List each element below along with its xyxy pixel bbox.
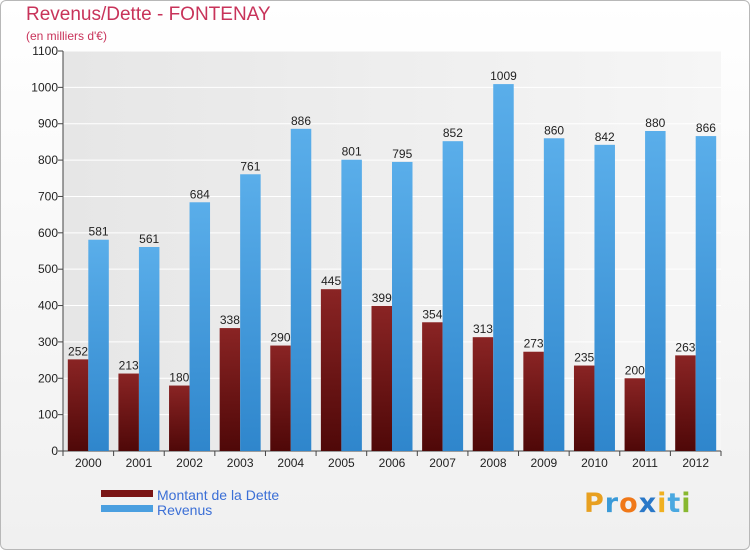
data-label-revenus: 880 — [645, 116, 665, 130]
data-label-dette: 252 — [68, 344, 88, 358]
bar-dette — [422, 322, 443, 451]
data-label-dette: 273 — [524, 337, 544, 351]
x-tick-label: 2001 — [126, 456, 153, 470]
bar-revenus — [645, 131, 666, 451]
data-label-dette: 354 — [422, 307, 442, 321]
bar-revenus — [240, 174, 261, 452]
x-tick-label: 2009 — [530, 456, 557, 470]
y-tick-label: 600 — [38, 226, 58, 240]
data-label-revenus: 852 — [443, 126, 463, 140]
y-tick-label: 1000 — [31, 80, 58, 94]
x-tick-label: 2008 — [480, 456, 507, 470]
bar-revenus — [189, 202, 211, 451]
x-tick-label: 2003 — [227, 456, 254, 470]
data-label-dette: 338 — [220, 313, 240, 327]
x-tick-label: 2004 — [277, 456, 304, 470]
bar-dette — [270, 345, 291, 451]
legend-swatch-dette — [101, 490, 153, 497]
legend-swatch-revenus — [101, 505, 153, 512]
data-label-dette: 290 — [271, 331, 291, 345]
chart-subtitle: (en milliers d'€) — [26, 29, 107, 43]
x-tick-label: 2002 — [176, 456, 203, 470]
chart-title: Revenus/Dette - FONTENAY — [26, 4, 271, 25]
y-tick-label: 500 — [38, 262, 58, 276]
bar-revenus — [138, 247, 160, 451]
x-tick-label: 2000 — [75, 456, 102, 470]
y-tick-label: 100 — [38, 408, 58, 422]
bar-dette — [675, 355, 696, 451]
bar-revenus — [594, 144, 615, 451]
bar-revenus — [88, 239, 109, 451]
bar-dette — [219, 328, 241, 451]
y-tick-label: 900 — [38, 117, 58, 131]
x-tick-label: 2011 — [632, 456, 658, 470]
y-tick-label: 200 — [38, 371, 58, 385]
legend-item-dette: Montant de la Dette — [101, 487, 279, 503]
x-tick-label: 2012 — [682, 456, 709, 470]
x-tick-label: 2010 — [581, 456, 608, 470]
logo-letter: i — [681, 488, 692, 519]
bar-revenus — [543, 138, 565, 452]
bar-revenus — [290, 128, 312, 451]
bar-dette — [371, 305, 392, 451]
data-label-dette: 235 — [574, 351, 594, 365]
y-tick-label: 300 — [38, 335, 58, 349]
data-label-revenus: 801 — [342, 145, 362, 159]
bar-dette — [624, 378, 646, 451]
bar-revenus — [442, 141, 464, 451]
data-label-revenus: 761 — [240, 159, 260, 173]
bar-revenus — [341, 159, 362, 451]
x-tick-label: 2005 — [328, 456, 355, 470]
data-label-revenus: 886 — [291, 114, 311, 128]
logo-letter: x — [638, 488, 658, 519]
y-tick-label: 400 — [38, 299, 58, 313]
bar-revenus — [392, 161, 413, 451]
bar-dette — [573, 365, 595, 451]
data-label-revenus: 684 — [190, 187, 210, 201]
proxiti-logo: Proxiti — [584, 488, 692, 519]
data-label-dette: 200 — [625, 363, 645, 377]
legend-item-revenus: Revenus — [101, 502, 212, 518]
data-label-revenus: 860 — [544, 123, 564, 137]
bar-dette — [169, 385, 190, 451]
data-label-dette: 313 — [473, 322, 493, 336]
logo-letter: i — [657, 488, 668, 519]
y-tick-label: 0 — [51, 444, 58, 458]
y-tick-label: 1100 — [32, 44, 58, 58]
legend-label-revenus: Revenus — [157, 502, 213, 518]
data-label-dette: 445 — [321, 274, 341, 288]
x-tick-label: 2007 — [429, 456, 456, 470]
logo-letter: t — [667, 488, 682, 519]
legend-label-dette: Montant de la Dette — [157, 487, 280, 503]
bar-dette — [472, 337, 494, 451]
bar-dette — [67, 359, 89, 451]
data-label-revenus: 561 — [139, 232, 159, 246]
logo-letter: P — [584, 488, 605, 519]
data-label-dette: 180 — [169, 371, 189, 385]
bar-revenus — [493, 84, 514, 451]
data-label-dette: 263 — [675, 340, 695, 354]
y-tick-label: 800 — [38, 153, 58, 167]
data-label-revenus: 842 — [595, 130, 615, 144]
logo-letter: o — [619, 488, 639, 519]
data-label-revenus: 866 — [696, 121, 716, 135]
data-label-revenus: 1009 — [490, 69, 517, 83]
bar-dette — [118, 373, 139, 451]
y-tick-label: 700 — [38, 189, 58, 203]
data-label-dette: 213 — [119, 359, 139, 373]
data-label-dette: 399 — [372, 291, 392, 305]
bar-dette — [320, 289, 342, 451]
data-label-revenus: 795 — [392, 147, 412, 161]
logo-letter: r — [604, 488, 620, 519]
bar-dette — [523, 351, 544, 451]
x-tick-label: 2006 — [379, 456, 406, 470]
data-label-revenus: 581 — [89, 225, 109, 239]
bar-revenus — [695, 136, 717, 451]
